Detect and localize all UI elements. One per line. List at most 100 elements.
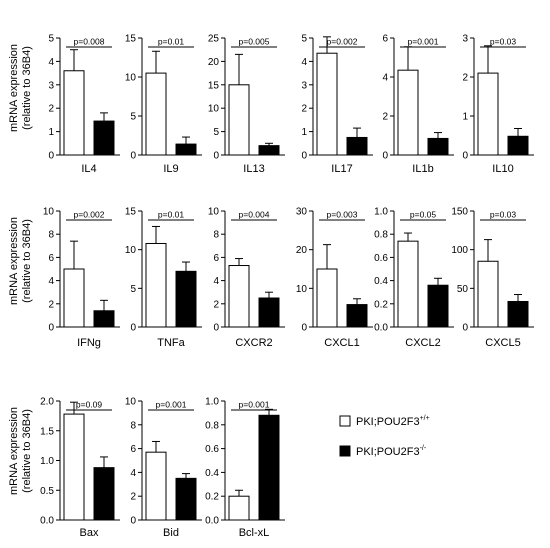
panel-il1b: 0 2 4 6 p=0.001 IL1b bbox=[382, 34, 454, 175]
cxcl5-gene-label: CXCL5 bbox=[485, 337, 520, 349]
cxcl2-tick-label: 0.0 bbox=[374, 323, 388, 334]
il9-tick-label: 15 bbox=[125, 34, 137, 45]
cxcl1-tick-label: 10 bbox=[296, 284, 308, 295]
tnfa-tick-label: 0 bbox=[130, 323, 136, 334]
bcl-xl-tick-label: 0.4 bbox=[205, 468, 219, 479]
cxcl5-tick-label: 150 bbox=[451, 207, 468, 218]
il17-tick-label: 4 bbox=[301, 57, 307, 68]
il1b-tick-label: 6 bbox=[382, 34, 388, 45]
bid-tick-label: 0 bbox=[130, 516, 136, 527]
il4-tick-label: 4 bbox=[48, 57, 54, 68]
panel-il13: 0 5 10 15 20 25 p=0.005 IL13 bbox=[208, 34, 285, 175]
y-axis-label-row3-line2: (relative to 36B4) bbox=[21, 409, 33, 493]
il4-bar-wt bbox=[63, 70, 85, 156]
il4-bar-ko bbox=[93, 120, 115, 156]
il17-gene-label: IL17 bbox=[331, 163, 352, 175]
il13-tick-label: 0 bbox=[213, 151, 219, 162]
il13-tick-label: 15 bbox=[208, 80, 220, 91]
bcl-xl-bar-ko bbox=[258, 414, 280, 521]
legend-swatch-ko bbox=[339, 445, 351, 457]
bax-tick-label: 1.0 bbox=[40, 456, 54, 467]
bcl-xl-tick-label: 0.6 bbox=[205, 444, 219, 455]
panel-bcl-xl: 0.0 0.2 0.4 0.6 0.8 1.0 p=0.001 Bcl-xL bbox=[205, 397, 285, 539]
il17-tick-label: 2 bbox=[301, 104, 307, 115]
ifng-tick-label: 4 bbox=[48, 276, 54, 287]
bcl-xl-pvalue: p=0.001 bbox=[239, 400, 270, 410]
panel-bax: 0.0 0.5 1.0 1.5 2.0 p=0.09 Bax bbox=[40, 397, 120, 539]
bax-tick-label: 2.0 bbox=[40, 397, 54, 408]
il4-tick-label: 5 bbox=[48, 34, 54, 45]
il13-bar-ko bbox=[258, 145, 280, 156]
il10-pvalue: p=0.03 bbox=[490, 37, 517, 47]
ifng-tick-label: 8 bbox=[48, 230, 54, 241]
bid-tick-label: 8 bbox=[130, 420, 136, 431]
ifng-tick-label: 0 bbox=[48, 323, 54, 334]
panel-ifng: 0 2 4 6 8 10 p=0.002 IFNg bbox=[43, 207, 120, 349]
il17-tick-label: 1 bbox=[301, 127, 307, 138]
cxcl1-tick-label: 20 bbox=[296, 245, 308, 256]
il9-tick-label: 5 bbox=[130, 112, 136, 123]
bid-bar-ko bbox=[175, 477, 197, 521]
bax-tick-label: 0.5 bbox=[40, 486, 54, 497]
ifng-tick-label: 2 bbox=[48, 299, 54, 310]
il1b-gene-label: IL1b bbox=[412, 163, 433, 175]
panel-bid: 0 2 4 6 8 10 p=0.001 Bid bbox=[125, 397, 202, 539]
tnfa-gene-label: TNFa bbox=[157, 337, 185, 349]
cxcr2-tick-label: 4 bbox=[213, 276, 219, 287]
il9-bar-wt bbox=[145, 72, 167, 156]
tnfa-bar-wt bbox=[145, 242, 167, 328]
y-axis-label-row1-line2: (relative to 36B4) bbox=[21, 46, 33, 130]
il4-tick-label: 0 bbox=[48, 151, 54, 162]
tnfa-tick-label: 15 bbox=[125, 207, 137, 218]
cxcl2-gene-label: CXCL2 bbox=[405, 337, 440, 349]
cxcl1-bar-wt bbox=[316, 268, 338, 328]
cxcl2-pvalue: p=0.05 bbox=[410, 210, 437, 220]
y-axis-labels: mRNA expression (relative to 36B4) mRNA … bbox=[8, 44, 33, 495]
legend-label-ko: PKI;POU2F3-/- bbox=[356, 445, 427, 458]
legend-swatch-wt bbox=[339, 415, 351, 427]
bid-bar-wt bbox=[145, 451, 167, 521]
y-axis-label-row2-line2: (relative to 36B4) bbox=[21, 219, 33, 303]
cxcl1-pvalue: p=0.003 bbox=[327, 210, 358, 220]
cxcr2-tick-label: 2 bbox=[213, 299, 219, 310]
bid-tick-label: 6 bbox=[130, 444, 136, 455]
bax-tick-label: 1.5 bbox=[40, 426, 54, 437]
il9-tick-label: 10 bbox=[125, 73, 137, 84]
cxcl5-tick-label: 0 bbox=[462, 323, 468, 334]
il9-tick-label: 0 bbox=[130, 151, 136, 162]
y-axis-label-row2-line1: mRNA expression bbox=[8, 217, 20, 305]
panel-cxcl1: 0 10 20 30 p=0.003 CXCL1 bbox=[296, 207, 373, 349]
cxcr2-gene-label: CXCR2 bbox=[235, 337, 272, 349]
panel-il10: 0 1 2 3 p=0.03 IL10 bbox=[462, 34, 534, 175]
cxcl2-bar-ko bbox=[427, 284, 449, 328]
il4-pvalue: p=0.008 bbox=[74, 37, 105, 47]
il13-tick-label: 5 bbox=[213, 127, 219, 138]
cxcl2-tick-label: 0.2 bbox=[374, 299, 388, 310]
tnfa-pvalue: p=0.01 bbox=[158, 210, 185, 220]
bax-bar-wt bbox=[63, 413, 85, 521]
bid-tick-label: 4 bbox=[130, 468, 136, 479]
cxcl2-bar-wt bbox=[397, 240, 419, 328]
cxcl1-bar-ko bbox=[346, 304, 368, 328]
il13-bar-wt bbox=[228, 84, 250, 156]
bcl-xl-tick-label: 0.0 bbox=[205, 516, 219, 527]
tnfa-tick-label: 10 bbox=[125, 245, 137, 256]
panel-il9: 0 5 10 15 p=0.01 IL9 bbox=[125, 34, 202, 175]
il13-tick-label: 20 bbox=[208, 57, 220, 68]
ifng-tick-label: 6 bbox=[48, 253, 54, 264]
il4-tick-label: 3 bbox=[48, 80, 54, 91]
il4-tick-label: 2 bbox=[48, 104, 54, 115]
il17-bar-wt bbox=[316, 52, 338, 156]
ifng-bar-ko bbox=[93, 310, 115, 328]
bcl-xl-gene-label: Bcl-xL bbox=[239, 527, 270, 539]
il10-tick-label: 0 bbox=[462, 151, 468, 162]
ifng-pvalue: p=0.002 bbox=[74, 210, 105, 220]
il10-bar-ko bbox=[507, 135, 529, 156]
tnfa-bar-ko bbox=[175, 270, 197, 328]
legend: PKI;POU2F3+/+ PKI;POU2F3-/- bbox=[339, 415, 430, 458]
il1b-tick-label: 0 bbox=[382, 151, 388, 162]
cxcr2-pvalue: p=0.004 bbox=[239, 210, 270, 220]
bax-gene-label: Bax bbox=[80, 527, 99, 539]
ifng-tick-label: 10 bbox=[43, 207, 55, 218]
